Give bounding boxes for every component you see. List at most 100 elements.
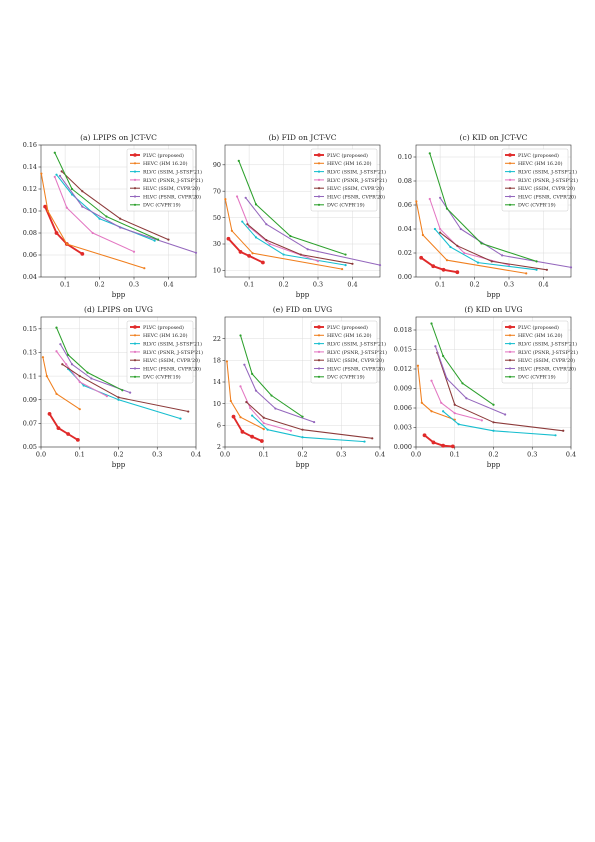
data-point-dvc: [67, 353, 70, 356]
legend-label: RLVC (PSNR, J-STSP'21): [327, 349, 387, 356]
legend-marker-hevc: [508, 334, 512, 337]
data-point-plvc: [441, 443, 446, 448]
legend-marker-hevc: [317, 162, 321, 165]
data-point-rlvc_psnr: [91, 231, 94, 235]
data-point-rlvc_ssim: [442, 410, 445, 413]
series-line-rlvc_ssim: [434, 228, 537, 271]
series-line-plvc: [423, 434, 453, 448]
data-point-hlvc_psnr: [70, 363, 74, 366]
data-point-hevc: [45, 374, 48, 378]
series-line-rlvc_ssim: [241, 221, 346, 266]
data-point-dvc: [55, 326, 58, 329]
data-point-dvc: [239, 334, 242, 337]
data-point-plvc: [75, 438, 80, 442]
x-tick-label: 0.3: [152, 451, 162, 459]
data-point-hlvc_psnr: [306, 248, 309, 251]
legend: PLVC (proposed)HEVC (HM 16.20) RLVC (SSIM…: [126, 320, 203, 384]
data-point-rlvc_psnr: [262, 422, 265, 425]
data-point-plvc: [422, 433, 427, 438]
data-point-hlvc_psnr: [465, 397, 468, 400]
data-point-rlvc_psnr: [428, 197, 431, 201]
legend-box: [310, 148, 378, 212]
legend-marker-hlvc_psnr: [317, 195, 321, 198]
data-point-dvc: [251, 372, 254, 375]
data-point-rlvc_ssim: [476, 261, 480, 264]
data-point-dvc: [442, 354, 445, 358]
data-point-rlvc_psnr: [316, 260, 320, 263]
y-tick-label: 0.14: [23, 163, 37, 171]
series-line-plvc: [48, 413, 79, 441]
legend-label: PLVC (proposed): [518, 324, 559, 331]
legend-label: DVC (CVPR'19): [327, 374, 365, 381]
legend-label: HLVC (PSNR, CVPR'20): [327, 193, 385, 200]
y-tick-label: 0.06: [23, 251, 37, 259]
data-point-hevc: [65, 242, 68, 246]
y-tick-label: 0.15: [23, 325, 37, 333]
series-line-rlvc_psnr: [240, 386, 292, 432]
y-tick-label: 18: [213, 357, 221, 365]
legend: PLVC (proposed)HEVC (HM 16.20) RLVC (SSIM…: [501, 148, 578, 212]
data-point-rlvc_psnr: [78, 380, 81, 384]
legend-label: RLVC (SSIM, J-STSP'21): [143, 341, 202, 348]
series-line-hevc: [417, 365, 455, 421]
data-point-hlvc_psnr: [129, 391, 132, 394]
legend-marker-rlvc_psnr: [317, 178, 321, 181]
legend-label: DVC (CVPR'19): [143, 202, 181, 209]
y-tick-label: 10: [213, 267, 221, 275]
chart-panel-4: (d) LPIPS on UVG 0.0 0.1 0.2 0.3 0.4 0.05 0.07 0…: [23, 305, 203, 469]
y-tick-label: 6: [217, 422, 221, 430]
data-point-rlvc_ssim: [55, 173, 58, 176]
legend-label: HLVC (SSIM, CVPR'20): [518, 185, 575, 192]
data-point-hlvc_ssim: [187, 410, 190, 413]
series-line-plvc: [44, 206, 83, 255]
x-axis-label: bpp: [296, 461, 310, 469]
data-point-plvc: [455, 270, 460, 275]
data-point-rlvc_psnr: [430, 379, 433, 382]
legend-marker-rlvc_psnr: [508, 178, 512, 181]
chart-title: (d) LPIPS on UVG: [84, 305, 153, 314]
data-point-plvc: [54, 231, 59, 235]
data-point-dvc: [461, 382, 464, 385]
legend-marker-rlvc_psnr: [133, 178, 137, 181]
data-point-rlvc_psnr: [463, 251, 466, 255]
data-point-plvc: [450, 444, 455, 449]
data-point-hlvc_ssim: [167, 238, 170, 241]
legend-marker-rlvc_psnr: [317, 350, 321, 353]
data-point-dvc: [254, 203, 258, 206]
data-point-hlvc_ssim: [351, 262, 354, 265]
data-point-rlvc_psnr: [235, 195, 239, 198]
legend-label: RLVC (SSIM, J-STSP'21): [143, 169, 202, 176]
legend-label: RLVC (SSIM, J-STSP'21): [518, 169, 577, 176]
data-point-hlvc_ssim: [562, 429, 565, 432]
data-point-plvc: [80, 252, 85, 256]
data-point-rlvc_ssim: [266, 428, 269, 431]
data-point-rlvc_ssim: [449, 245, 452, 249]
data-point-hevc: [341, 267, 344, 271]
y-tick-label: 0.000: [394, 443, 412, 451]
x-tick-label: 0.3: [313, 281, 323, 289]
data-point-rlvc_ssim: [457, 423, 460, 426]
legend: PLVC (proposed)HEVC (HM 16.20) RLVC (SSIM…: [310, 320, 387, 384]
y-tick-label: 30: [213, 240, 221, 248]
legend-label: RLVC (SSIM, J-STSP'21): [518, 341, 577, 348]
series-line-hlvc_ssim: [62, 363, 189, 413]
data-point-hlvc_ssim: [490, 260, 493, 263]
data-point-rlvc_ssim: [241, 220, 244, 223]
data-point-hevc: [41, 356, 45, 359]
data-point-plvc: [238, 250, 243, 254]
series-line-hlvc_ssim: [245, 401, 373, 439]
data-point-hevc: [143, 267, 146, 270]
data-point-dvc: [270, 394, 273, 397]
data-point-hlvc_psnr: [243, 363, 246, 366]
legend-marker-rlvc_ssim: [317, 170, 321, 173]
legend-label: HLVC (PSNR, CVPR'20): [518, 365, 576, 372]
chart-title: (b) FID on JCT-VC: [268, 133, 336, 142]
legend-label: HEVC (HM 16.20): [327, 332, 372, 339]
data-point-rlvc_psnr: [453, 412, 456, 415]
x-tick-label: 0.2: [94, 281, 104, 289]
legend-marker-hlvc_ssim: [133, 187, 137, 190]
series-line-hevc: [415, 201, 527, 274]
data-point-hlvc_ssim: [301, 428, 304, 431]
data-point-hevc: [416, 364, 420, 367]
y-tick-label: 22: [213, 335, 221, 343]
